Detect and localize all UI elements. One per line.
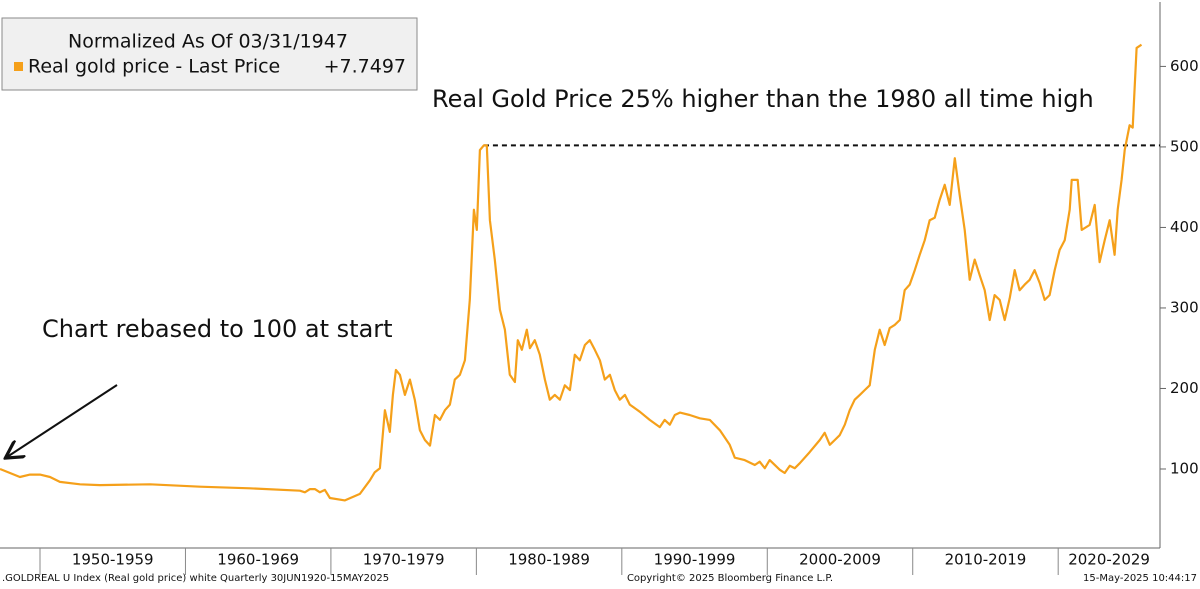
x-tick-label: 2010-2019: [945, 551, 1027, 569]
legend-box: [1, 17, 418, 91]
x-tick-label: 1950-1959: [72, 551, 154, 569]
legend-title: Normalized As Of 03/31/1947: [68, 31, 348, 53]
footer-timestamp: 15-May-2025 10:44:17: [1083, 573, 1197, 584]
y-tick-label: 600: [1170, 57, 1199, 75]
legend-label: Real gold price - Last Price: [28, 56, 280, 78]
x-tick-label: 1980-1989: [508, 551, 590, 569]
footer-source: .GOLDREAL U Index (Real gold price) whit…: [2, 573, 389, 584]
x-tick-label: 2020-2029: [1068, 551, 1150, 569]
x-tick-label: 1970-1979: [363, 551, 445, 569]
legend-last-price: +7.7497: [324, 56, 406, 78]
y-tick-label: 300: [1170, 298, 1199, 316]
arrow: [7, 384, 118, 457]
y-tick-label: 100: [1170, 459, 1199, 477]
series-line: [0, 43, 1143, 502]
y-tick-label: 400: [1170, 218, 1199, 236]
y-tick-label: 500: [1170, 137, 1199, 155]
x-tick-label: 1990-1999: [654, 551, 736, 569]
y-tick-label: 200: [1170, 379, 1199, 397]
annotation: Real Gold Price 25% higher than the 1980…: [432, 85, 1094, 113]
x-tick-label: 1960-1969: [217, 551, 299, 569]
footer-copyright: Copyright© 2025 Bloomberg Finance L.P.: [627, 573, 833, 584]
annotation: Chart rebased to 100 at start: [42, 315, 393, 343]
legend-swatch: [14, 62, 23, 71]
x-tick-label: 2000-2009: [799, 551, 881, 569]
